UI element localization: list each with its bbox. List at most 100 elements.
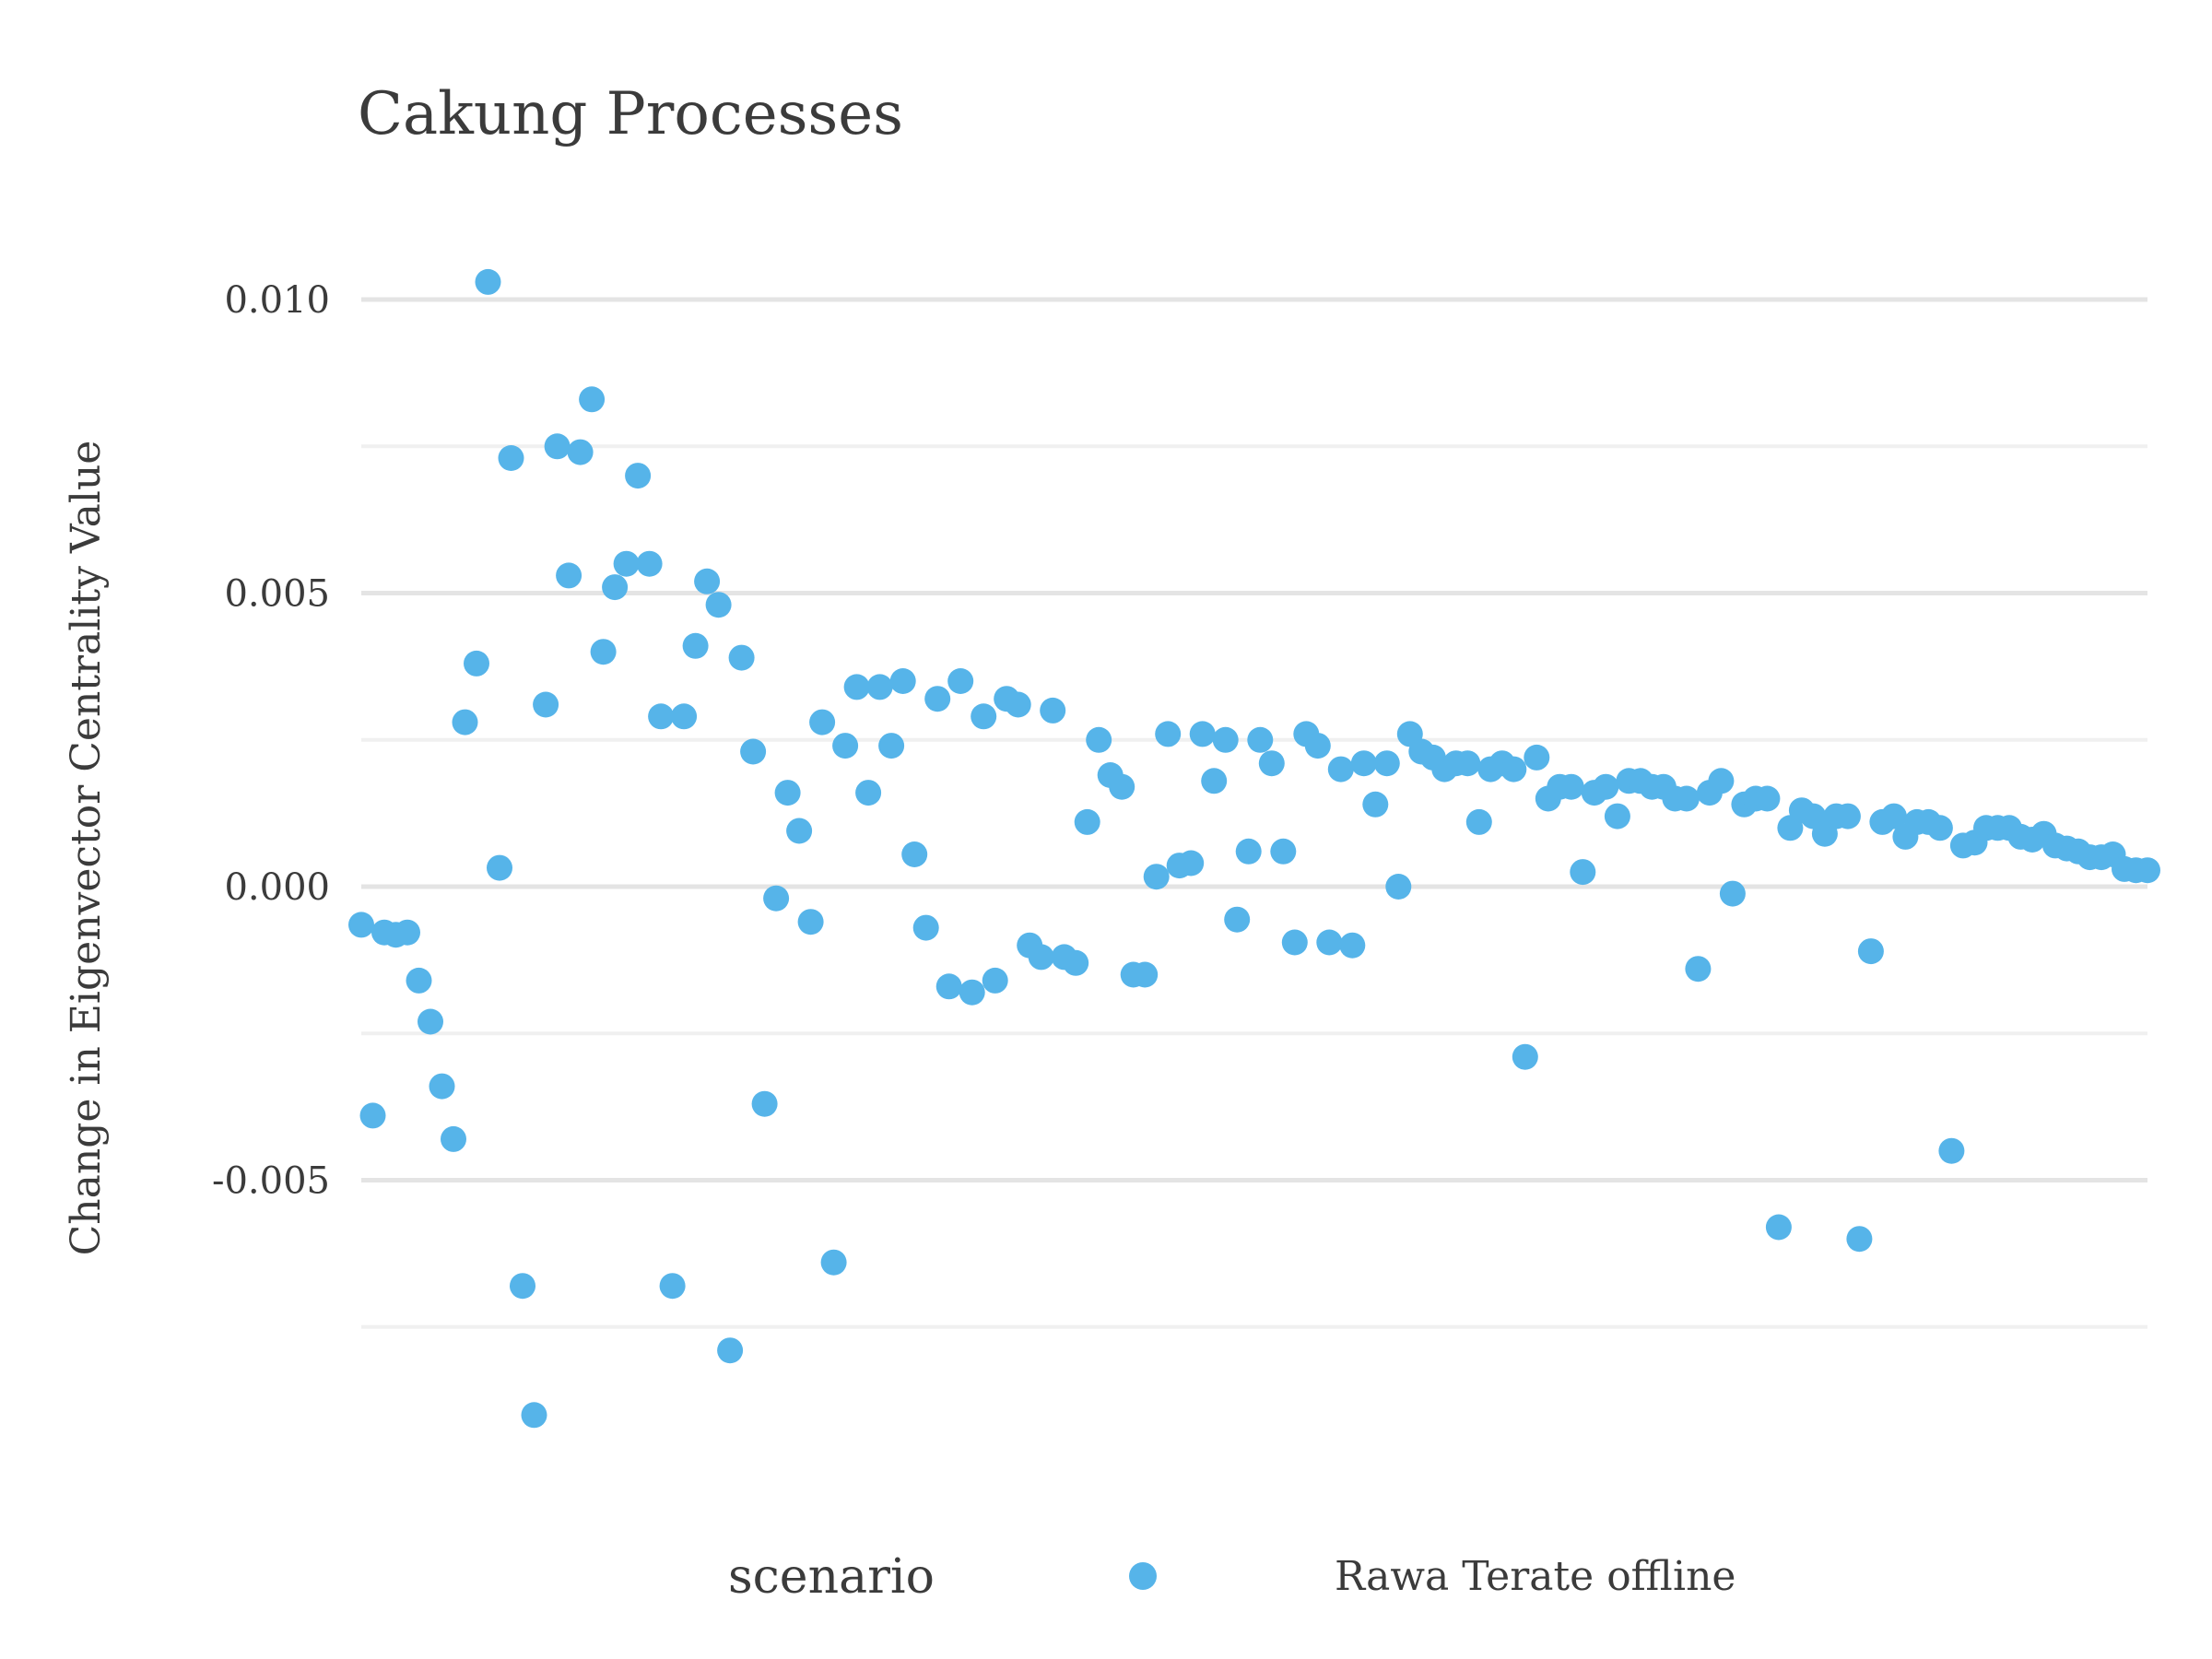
data-point	[1465, 808, 1492, 835]
data-point	[359, 1102, 386, 1129]
data-point	[740, 738, 767, 765]
data-point	[1143, 864, 1170, 890]
y-axis-label: Change in Eigenvector Centrality Value	[63, 441, 110, 1256]
data-point	[394, 919, 420, 946]
data-point	[1040, 697, 1066, 724]
data-point	[1339, 932, 1366, 959]
data-point	[774, 780, 801, 806]
data-point	[1235, 838, 1262, 865]
data-point	[567, 439, 594, 465]
data-point	[878, 733, 905, 759]
data-point	[579, 386, 606, 413]
data-point	[429, 1073, 455, 1100]
data-point	[556, 562, 582, 589]
data-point	[590, 639, 617, 665]
data-point	[1512, 1043, 1538, 1070]
data-point	[464, 650, 489, 677]
y-tick-label: 0.010	[224, 279, 330, 322]
data-point	[855, 780, 882, 806]
data-point	[475, 268, 501, 295]
y-tick-label: -0.005	[212, 1160, 330, 1203]
data-point	[912, 914, 939, 941]
data-point	[1063, 949, 1089, 976]
data-point	[498, 445, 524, 471]
data-point	[1938, 1137, 1965, 1164]
data-point	[1086, 726, 1112, 753]
legend: scenario Rawa Terate offline	[728, 1549, 1735, 1605]
data-point	[1765, 1214, 1792, 1241]
data-point	[1524, 744, 1550, 771]
data-point	[1005, 691, 1031, 718]
data-point	[1362, 791, 1389, 818]
data-point	[659, 1273, 686, 1300]
data-point	[602, 574, 629, 601]
data-point	[636, 550, 663, 577]
data-point	[924, 686, 951, 712]
data-point	[1604, 803, 1630, 830]
data-point	[820, 1249, 847, 1276]
data-point	[1719, 880, 1746, 907]
data-point	[452, 709, 478, 735]
data-point	[797, 909, 824, 935]
data-point	[1109, 773, 1135, 800]
data-point	[544, 433, 571, 460]
data-point	[1304, 733, 1331, 759]
data-point	[648, 703, 675, 730]
data-point	[728, 644, 755, 671]
data-point	[843, 674, 870, 700]
data-point	[1201, 768, 1228, 794]
data-point	[521, 1402, 547, 1429]
data-point	[487, 854, 512, 881]
y-tick-label: 0.000	[224, 866, 330, 909]
data-point	[1570, 859, 1596, 886]
data-point	[959, 979, 985, 1006]
data-point	[866, 674, 893, 700]
data-point	[1558, 773, 1584, 800]
data-point	[533, 691, 559, 718]
data-point	[441, 1125, 466, 1152]
data-point	[1327, 756, 1354, 782]
data-point	[406, 967, 432, 994]
gridlines	[361, 297, 2147, 1329]
data-point	[1708, 768, 1735, 794]
data-point	[694, 568, 721, 594]
data-points	[348, 268, 2160, 1429]
data-point	[1189, 721, 1216, 747]
data-point	[1132, 961, 1159, 988]
data-point	[809, 709, 836, 735]
data-point	[1247, 726, 1274, 753]
data-point	[1593, 773, 1619, 800]
y-tick-label: 0.005	[224, 573, 330, 616]
chart-title: Cakung Processes	[358, 80, 903, 148]
data-point	[832, 733, 859, 759]
data-point	[1281, 929, 1308, 956]
data-point	[763, 885, 790, 912]
data-point	[1754, 785, 1781, 812]
data-point	[1880, 803, 1907, 830]
legend-title: scenario	[728, 1549, 935, 1605]
data-point	[786, 818, 813, 844]
data-point	[682, 632, 709, 659]
data-point	[1846, 1226, 1873, 1253]
data-point	[418, 1008, 443, 1035]
data-point	[348, 912, 374, 938]
data-point	[1385, 874, 1412, 900]
data-point	[982, 967, 1008, 994]
data-point	[971, 703, 997, 730]
data-point	[1316, 929, 1343, 956]
data-point	[625, 463, 652, 489]
data-point	[947, 668, 974, 694]
data-point	[1212, 726, 1239, 753]
y-axis-ticks: -0.005 0.000 0.005 0.010	[212, 279, 330, 1203]
data-point	[1178, 850, 1205, 877]
data-point	[1224, 906, 1251, 933]
data-point	[1155, 721, 1182, 747]
data-point	[1857, 938, 1884, 965]
data-point	[1500, 756, 1527, 782]
legend-marker	[1129, 1562, 1157, 1590]
legend-label: Rawa Terate offline	[1335, 1553, 1735, 1600]
data-point	[1028, 944, 1054, 971]
data-point	[2135, 857, 2160, 884]
data-point	[935, 973, 962, 1000]
data-point	[1270, 838, 1297, 865]
